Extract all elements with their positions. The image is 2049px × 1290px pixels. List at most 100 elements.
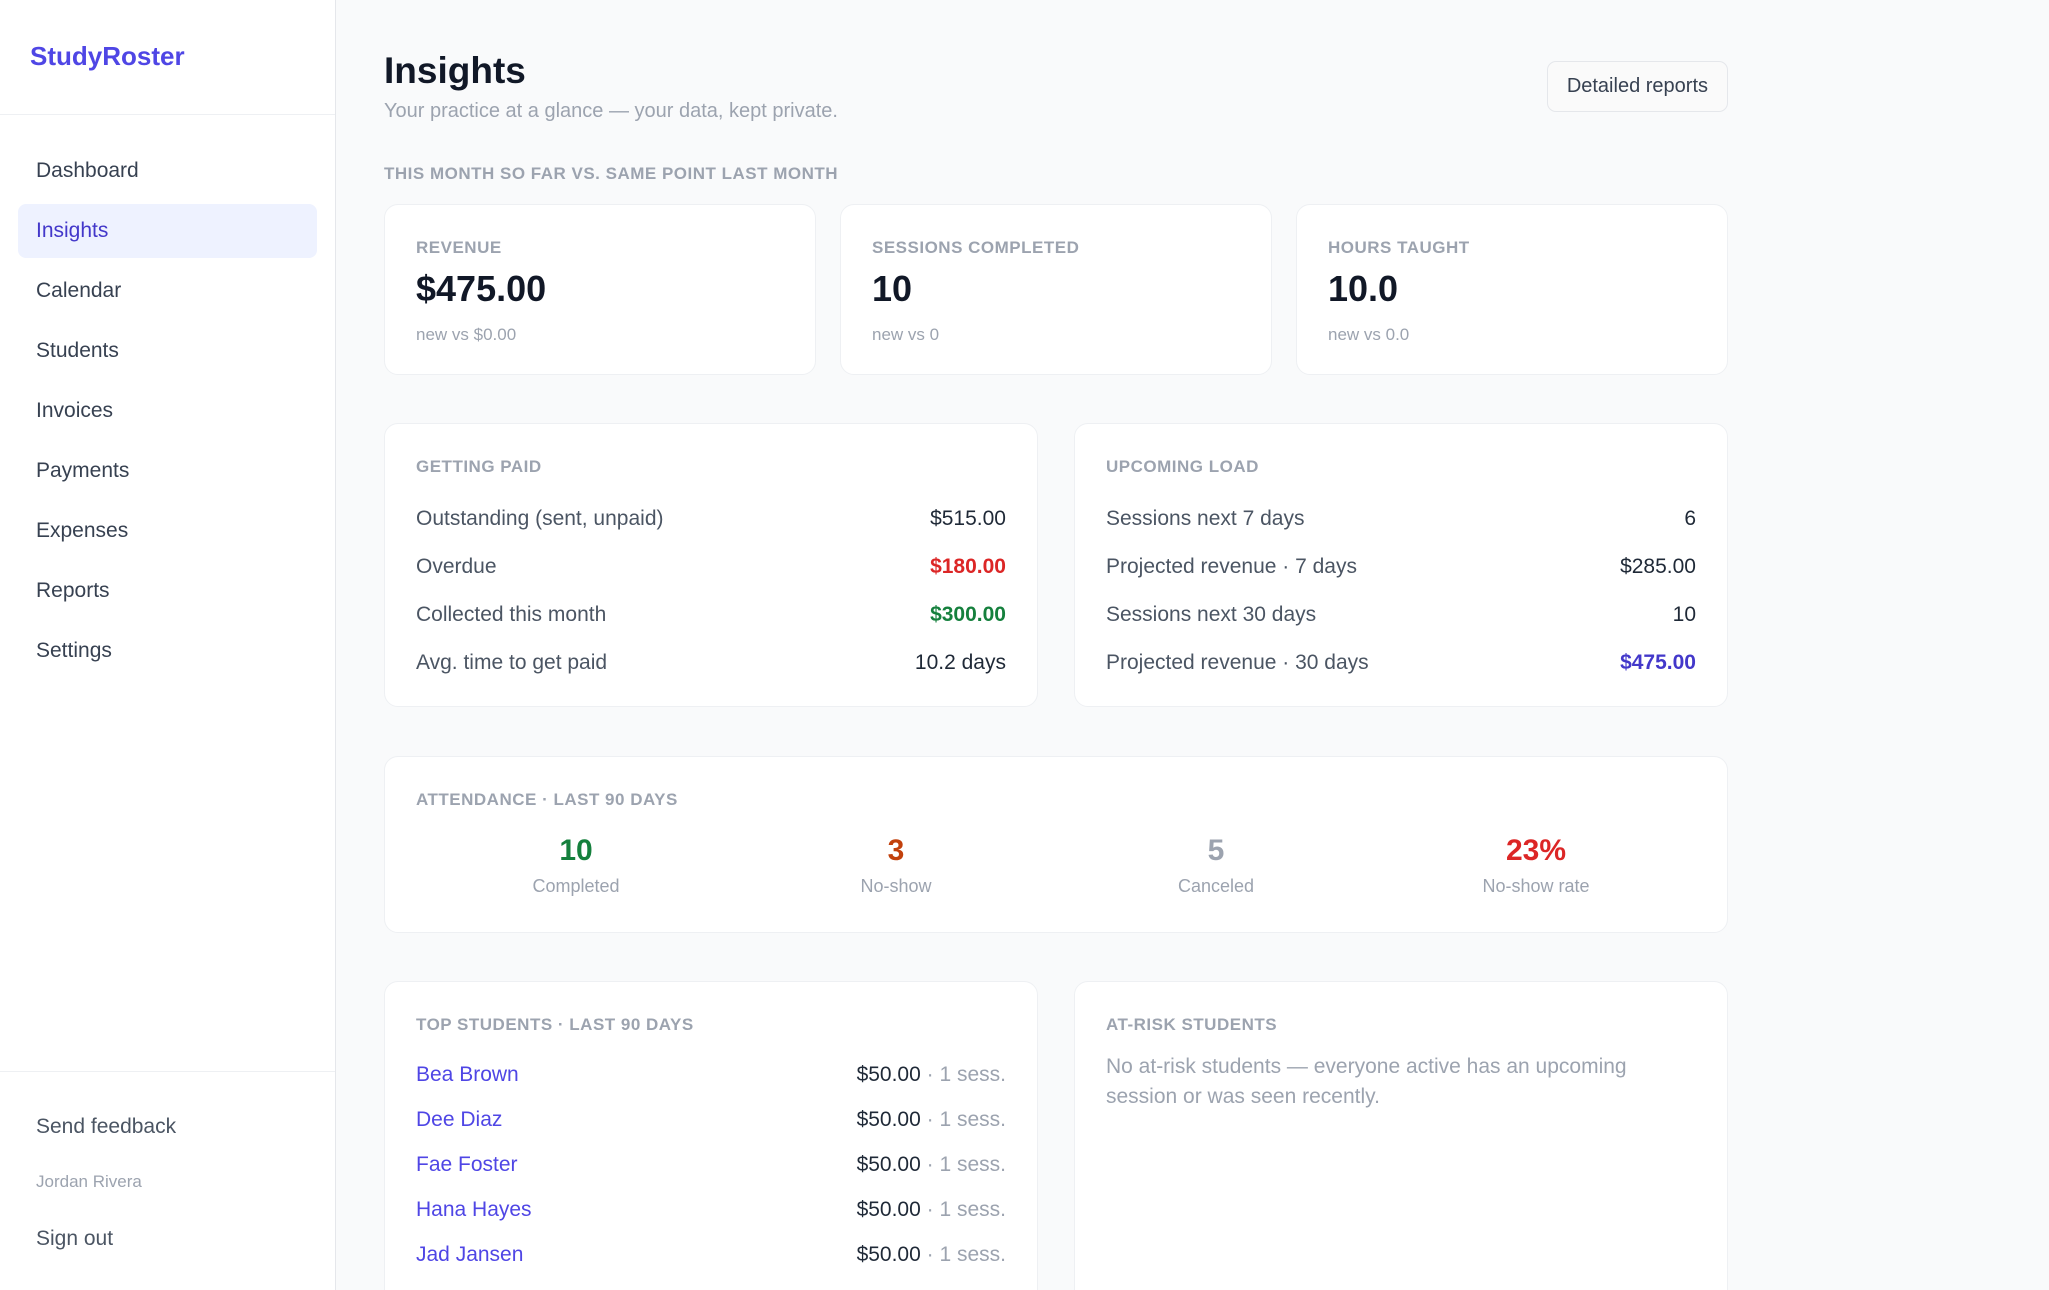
sidebar-item-insights[interactable]: Insights: [18, 204, 317, 258]
row-label: Outstanding (sent, unpaid): [416, 507, 664, 530]
getting-paid-row: Avg. time to get paid 10.2 days: [416, 639, 1006, 687]
kpi-note: new vs 0: [872, 325, 940, 344]
row-label: Projected revenue · 7 days: [1106, 555, 1357, 578]
panel-label: At-risk students: [1106, 1015, 1278, 1034]
row-label: Overdue: [416, 555, 497, 578]
sidebar-item-expenses[interactable]: Expenses: [36, 519, 129, 542]
kpi-value: 10.0: [1328, 268, 1399, 309]
sidebar-item-settings[interactable]: Settings: [36, 639, 112, 662]
kpi-label: Hours taught: [1328, 238, 1470, 257]
at-risk-card: At-risk students No at-risk students — e…: [1074, 981, 1728, 1290]
student-amount: $50.00 · 1 sess.: [857, 1243, 1006, 1267]
brand-logo[interactable]: StudyRoster: [30, 41, 185, 71]
student-link[interactable]: Hana Hayes: [416, 1197, 532, 1221]
student-row: Jad Jansen $50.00 · 1 sess.: [416, 1232, 1006, 1277]
student-link[interactable]: Bea Brown: [416, 1062, 519, 1086]
sidebar-item-calendar[interactable]: Calendar: [36, 279, 122, 302]
student-row: Fae Foster $50.00 · 1 sess.: [416, 1142, 1006, 1187]
panel-label: Upcoming load: [1106, 457, 1259, 476]
student-link[interactable]: Fae Foster: [416, 1152, 518, 1176]
panel-label: Getting paid: [416, 457, 542, 476]
session-count: · 1 sess.: [926, 1242, 1006, 1266]
detailed-reports-button[interactable]: Detailed reports: [1546, 61, 1728, 112]
row-label: Sessions next 7 days: [1106, 507, 1305, 530]
stat-label: No-show: [860, 876, 932, 896]
upcoming-row: Projected revenue · 7 days $285.00: [1106, 543, 1696, 591]
attendance-stats: 10 Completed 3 No-show 5 Canceled 23% No…: [416, 834, 1696, 897]
kpi-label: Sessions completed: [872, 238, 1080, 257]
page-title: Insights: [384, 50, 526, 91]
sign-out-link[interactable]: Sign out: [36, 1227, 114, 1250]
empty-state-text: No at-risk students — everyone active ha…: [1106, 1055, 1627, 1108]
upcoming-load-card: Upcoming load Sessions next 7 days 6 Pro…: [1074, 423, 1728, 707]
sidebar-item-invoices[interactable]: Invoices: [36, 399, 114, 422]
row-label: Projected revenue · 30 days: [1106, 651, 1369, 674]
sidebar-item-payments[interactable]: Payments: [36, 459, 130, 482]
attendance-stat-no-show: 3 No-show: [736, 834, 1056, 897]
getting-paid-row: Collected this month $300.00: [416, 591, 1006, 639]
student-amount: $50.00 · 1 sess.: [857, 1153, 1006, 1177]
session-count: · 1 sess.: [926, 1062, 1006, 1086]
row-label: Sessions next 30 days: [1106, 603, 1317, 626]
row-value: 10.2 days: [914, 651, 1006, 674]
getting-paid-row: Outstanding (sent, unpaid) $515.00: [416, 495, 1006, 543]
panel-label: Attendance · last 90 days: [416, 790, 678, 809]
amount: $50.00: [856, 1197, 921, 1221]
attendance-stat-canceled: 5 Canceled: [1056, 834, 1376, 897]
attendance-stat-completed: 10 Completed: [416, 834, 736, 897]
sidebar: StudyRoster Dashboard Insights Calendar …: [0, 0, 336, 1290]
row-value: 6: [1684, 507, 1696, 530]
session-count: · 1 sess.: [926, 1107, 1006, 1131]
amount: $50.00: [856, 1062, 921, 1086]
kpi-card-hours: Hours taught 10.0 new vs 0.0: [1296, 204, 1728, 375]
sidebar-item-dashboard[interactable]: Dashboard: [36, 159, 139, 182]
stat-value: 23%: [1505, 834, 1567, 867]
getting-paid-card: Getting paid Outstanding (sent, unpaid) …: [384, 423, 1038, 707]
upcoming-row: Sessions next 7 days 6: [1106, 495, 1696, 543]
student-link[interactable]: Dee Diaz: [416, 1107, 503, 1131]
session-count: · 1 sess.: [926, 1152, 1006, 1176]
getting-paid-row: Overdue $180.00: [416, 543, 1006, 591]
kpi-card-revenue: Revenue $475.00 new vs $0.00: [384, 204, 816, 375]
stat-label: No-show rate: [1482, 876, 1590, 896]
amount: $50.00: [856, 1242, 921, 1266]
kpi-note: new vs $0.00: [416, 325, 517, 344]
attendance-card: Attendance · last 90 days 10 Completed 3…: [384, 756, 1728, 933]
row-value: $515.00: [930, 507, 1006, 530]
send-feedback-link[interactable]: Send feedback: [36, 1115, 177, 1138]
row-value: 10: [1672, 603, 1696, 626]
row-value: $180.00: [930, 555, 1006, 578]
sidebar-item-reports[interactable]: Reports: [36, 579, 110, 602]
kpi-note: new vs 0.0: [1328, 325, 1410, 344]
attendance-stat-no-show-rate: 23% No-show rate: [1376, 834, 1696, 897]
upcoming-row: Projected revenue · 30 days $475.00: [1106, 639, 1696, 687]
sidebar-nav: Dashboard Insights Calendar Students Inv…: [0, 115, 335, 684]
user-name: Jordan Rivera: [36, 1172, 142, 1191]
kpi-value: $475.00: [416, 268, 547, 309]
row-value: $285.00: [1620, 555, 1696, 578]
row-value: $475.00: [1620, 651, 1696, 674]
session-count: · 1 sess.: [926, 1197, 1006, 1221]
kpi-value: 10: [872, 268, 913, 309]
stat-label: Completed: [532, 876, 620, 896]
kpi-label: Revenue: [416, 238, 502, 257]
brand-area: StudyRoster: [0, 0, 335, 115]
upcoming-row: Sessions next 30 days 10: [1106, 591, 1696, 639]
student-row: Dee Diaz $50.00 · 1 sess.: [416, 1097, 1006, 1142]
amount: $50.00: [856, 1152, 921, 1176]
month-comparison-label: This month so far vs. same point last mo…: [384, 164, 839, 183]
stat-value: 3: [887, 834, 905, 867]
stat-value: 5: [1207, 834, 1225, 867]
student-amount: $50.00 · 1 sess.: [857, 1108, 1006, 1132]
page-subtitle: Your practice at a glance — your data, k…: [384, 100, 838, 122]
panel-label: Top students · last 90 days: [416, 1015, 694, 1034]
student-amount: $50.00 · 1 sess.: [857, 1198, 1006, 1222]
sidebar-item-students[interactable]: Students: [36, 339, 119, 362]
stat-value: 10: [559, 834, 593, 867]
student-row: Hana Hayes $50.00 · 1 sess.: [416, 1187, 1006, 1232]
row-label: Collected this month: [416, 603, 607, 626]
top-students-card: Top students · last 90 days Bea Brown $5…: [384, 981, 1038, 1290]
amount: $50.00: [856, 1107, 921, 1131]
row-value: $300.00: [930, 603, 1006, 626]
student-link[interactable]: Jad Jansen: [416, 1242, 524, 1266]
